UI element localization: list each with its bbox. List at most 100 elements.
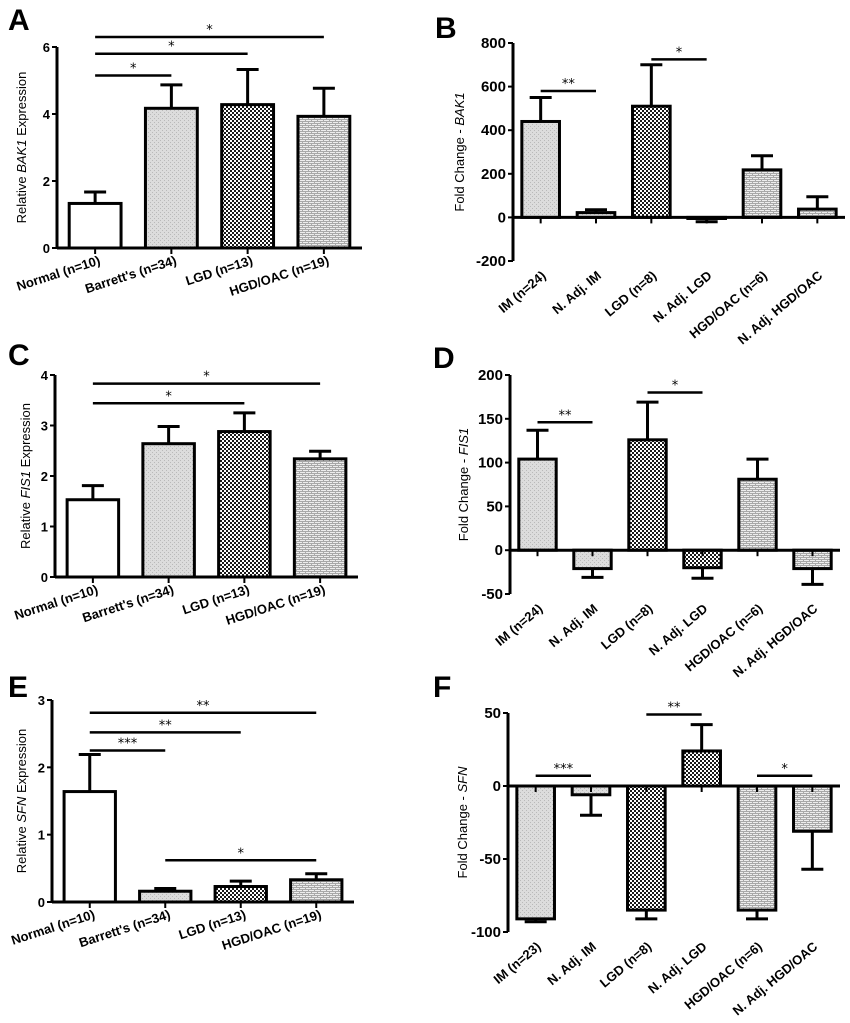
bar [141,442,196,579]
bar [736,784,778,912]
y-tick-label: 200 [481,166,506,183]
significance-label: * [781,762,788,777]
significance-label: ** [562,77,576,92]
y-tick-label: -200 [476,253,506,270]
x-category-label: LGD (n=8) [597,939,655,991]
y-tick-label: 3 [41,419,48,434]
bar [681,749,722,788]
significance-label: * [165,389,172,404]
bar [792,784,833,833]
y-tick-label: 150 [478,411,503,428]
y-axis-title-suffix: Expression [14,729,29,797]
y-tick-label: 400 [481,122,506,139]
bar [515,784,556,921]
x-category-label: N. Adj. IM [549,268,604,317]
x-category-label: N. Adj. IM [544,939,599,988]
significance-label: *** [118,737,138,752]
bar [213,885,268,904]
significance-label: * [672,379,679,394]
panel-letter: B [435,12,457,45]
bar [138,889,193,904]
y-tick-label: 800 [481,35,506,52]
bar [737,477,778,552]
x-category-label: IM (n=23) [491,939,544,987]
significance-label: * [238,846,245,861]
significance-label: ** [668,700,682,715]
y-axis-title-gene: FIS1 [456,428,471,455]
bar [289,878,344,904]
bar [520,119,561,219]
y-tick-label: 4 [43,107,51,122]
y-axis-title-gene: SFN [455,766,470,793]
panel-letter: E [8,671,28,704]
y-tick-label: 0 [41,570,48,585]
y-tick-label: -50 [479,851,501,868]
y-tick-label: 3 [38,693,45,708]
y-tick-label: -50 [481,586,503,603]
y-axis-title-suffix: Expression [18,403,33,471]
y-tick-label: 1 [38,828,45,843]
significance-label: * [676,45,683,60]
significance-label: *** [554,762,574,777]
significance-label: * [203,370,210,385]
bar [631,104,672,219]
y-tick-label: 6 [43,40,50,55]
y-axis-title-gene: SFN [14,796,29,823]
y-tick-label: 1 [41,520,48,535]
y-tick-label: 2 [41,469,48,484]
y-axis-title: Relative FIS1 Expression [18,403,33,549]
significance-label: ** [197,699,211,714]
y-tick-label: 200 [478,367,503,384]
panel-letter: A [8,4,30,37]
y-axis-title-gene: BAK1 [14,140,29,173]
y-axis-title: Fold Change - BAK1 [452,92,467,211]
panel-letter: D [433,342,455,375]
y-axis-title: Relative BAK1 Expression [14,72,29,224]
y-axis-title-prefix: Relative [14,823,29,874]
x-category-label: IM (n=24) [496,268,549,316]
bar [741,168,783,219]
bar [143,106,199,250]
panel-b: B -200 0 200 400 600 800 IM (n=24) N. Adj. IMLGD… [435,12,845,347]
y-tick-label: 2 [43,174,50,189]
panel-letter: C [8,339,30,372]
significance-label: * [130,61,137,76]
panel-letter: F [433,671,451,704]
bar [627,438,668,552]
bar [62,790,117,904]
y-tick-label: 2 [38,760,45,775]
y-tick-label: 0 [495,542,503,559]
y-axis-title-prefix: Fold Change - [456,455,471,541]
x-category-label: LGD (n=8) [598,601,656,653]
x-category-label: IM (n=24) [492,601,545,649]
bar [217,430,272,579]
y-tick-label: 0 [493,778,501,795]
significance-label: * [168,40,175,55]
bar [296,114,352,250]
x-category-label: N. Adj. IM [546,601,601,650]
y-tick-label: 0 [498,209,506,226]
y-tick-label: -100 [471,924,501,941]
y-axis-title: Fold Change - FIS1 [456,428,471,541]
significance-label: * [206,23,213,38]
y-axis-title-suffix: Expression [14,72,29,140]
y-tick-label: 4 [41,368,49,383]
bar [517,457,558,552]
bar [65,498,121,579]
y-tick-label: 100 [478,455,503,472]
y-tick-label: 50 [486,498,503,515]
y-tick-label: 600 [481,79,506,96]
y-tick-label: 0 [43,241,50,256]
y-axis-title-prefix: Relative [18,498,33,549]
y-axis-title-prefix: Fold Change - [455,793,470,879]
y-tick-label: 50 [484,705,501,722]
y-axis-title: Relative SFN Expression [14,729,29,874]
y-axis-title-gene: FIS1 [18,471,33,498]
bar [67,201,123,250]
